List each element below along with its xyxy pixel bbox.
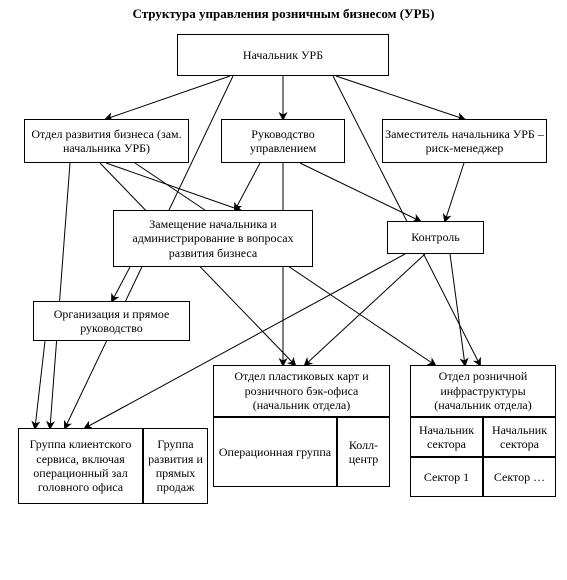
node-d1a: Группа клиентского сервиса, включая опер… [18,428,143,504]
edge-0 [106,76,230,119]
edge-14 [305,254,425,365]
node-org: Организация и прямое руководство [33,301,190,341]
node-orb: Отдел развития бизнеса (зам. начальника … [24,119,189,163]
node-ruk: Руководство управлением [221,119,345,163]
node-d2b: Колл-центр [337,417,390,487]
node-nach: Начальник УРБ [177,34,389,76]
node-zamn: Замещение начальника и администрирование… [113,210,313,267]
node-d1b: Группа развития и прямых продаж [143,428,208,504]
edge-9 [445,163,464,221]
node-d3d: Сектор … [483,457,556,497]
node-kontrol: Контроль [387,221,484,254]
node-dept3: Отдел розничной инфраструктуры (начальни… [410,365,556,417]
edge-10 [50,163,70,428]
node-d3b: Начальник сектора [483,417,556,457]
node-d2a: Операционная группа [213,417,337,487]
node-dept2: Отдел пластиковых карт и розничного бэк-… [213,365,390,417]
edge-6 [106,163,240,210]
edge-17 [35,341,45,428]
node-d3a: Начальник сектора [410,417,483,457]
edge-8 [300,163,420,221]
edge-2 [336,76,464,119]
edge-16 [112,267,130,301]
edge-7 [235,163,260,210]
node-d3c: Сектор 1 [410,457,483,497]
node-zam: Заместитель начальника УРБ – риск-менедж… [382,119,547,163]
